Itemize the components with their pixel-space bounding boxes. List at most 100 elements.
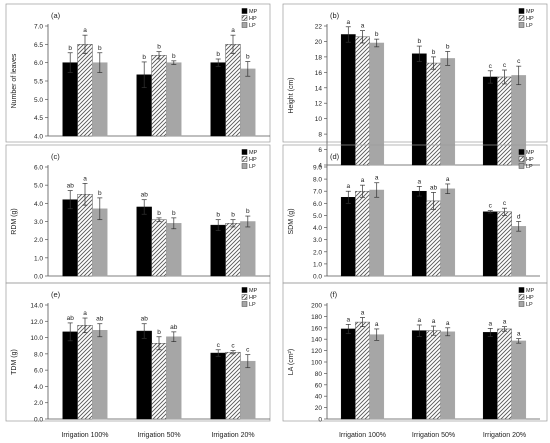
y-tick-label: 10.0 — [30, 335, 43, 342]
legend-swatch-mp — [241, 287, 248, 293]
panel-a: 4.0 4.5 5.0 5.5 6.0 6.5 7.0 Number of leaves (a)… — [5, 3, 271, 143]
y-tick-label: 14 — [315, 85, 323, 92]
significance-letter: b — [157, 210, 161, 217]
y-tick-label: 16 — [315, 70, 323, 77]
bar-lp — [511, 226, 527, 277]
significance-letter: b — [98, 190, 102, 197]
significance-letter: b — [157, 329, 161, 336]
significance-letter: c — [217, 342, 221, 349]
significance-letter: ab — [141, 316, 149, 323]
category-label: Irrigation 20% — [483, 432, 526, 439]
bar-hp — [497, 211, 512, 277]
significance-letter: c — [503, 200, 507, 207]
legend-swatch-lp — [518, 22, 525, 28]
significance-letter: a — [346, 19, 350, 26]
legend-label: MP — [526, 150, 535, 156]
bar-lp — [240, 221, 256, 277]
category-label: Irrigation 50% — [412, 432, 455, 439]
panel-d: 0.0 1.0 2.0 3.0 4.0 5.0 6.0 7.0 8.0 9.0 SDM (g) (d)… — [282, 144, 548, 284]
legend-label: MP — [249, 9, 258, 15]
bar-mp — [62, 199, 78, 277]
legend-swatch-mp — [241, 149, 248, 155]
significance-letter: b — [216, 212, 220, 219]
legend-label: MP — [526, 288, 535, 294]
bar-mp — [482, 332, 498, 420]
y-tick-label: 5.0 — [34, 183, 43, 190]
panel-label: (e) — [51, 290, 61, 299]
legend-label: MP — [249, 150, 258, 156]
y-tick-label: 200 — [311, 303, 322, 310]
bar-hp — [426, 62, 441, 166]
bar-mp — [62, 62, 78, 137]
y-tick-label: 1.0 — [34, 255, 43, 262]
legend-swatch-hp — [518, 15, 525, 21]
bar-mp — [210, 224, 226, 277]
panel-frame — [5, 282, 271, 422]
y-tick-label: 4 — [318, 163, 322, 170]
bar-hp — [426, 200, 441, 277]
y-tick-label: 60 — [315, 382, 323, 389]
significance-letter: a — [503, 319, 507, 326]
legend-swatch-lp — [241, 301, 248, 307]
bar-hp — [225, 223, 241, 277]
y-tick-label: 10 — [315, 116, 323, 123]
bar-hp — [151, 55, 167, 137]
bar-lp — [240, 68, 256, 137]
legend-label: LP — [249, 164, 256, 170]
significance-letter: c — [246, 347, 250, 354]
y-tick-label: 18 — [315, 54, 323, 61]
legend-swatch-lp — [518, 163, 525, 169]
bar-hp — [225, 44, 241, 137]
legend-label: LP — [526, 164, 533, 170]
legend-swatch-mp — [241, 8, 248, 14]
y-tick-label: 5.0 — [34, 97, 43, 104]
significance-letter: b — [246, 54, 250, 61]
significance-letter: b — [446, 43, 450, 50]
legend-label: HP — [249, 295, 257, 301]
panel-b: 4 6 8 10 12 14 16 18 20 22 Height (cm) (b) a a b b b b c c c… — [282, 3, 548, 170]
significance-letter: b — [417, 38, 421, 45]
significance-letter: c — [503, 62, 507, 69]
significance-letter: a — [375, 321, 379, 328]
y-axis-title: TDM (g) — [11, 349, 18, 375]
significance-letter: b — [246, 208, 250, 215]
y-tick-label: 0.0 — [34, 274, 43, 281]
legend-swatch-hp — [241, 294, 248, 300]
significance-letter: c — [231, 343, 235, 350]
significance-letter: a — [417, 317, 421, 324]
bar-mp — [340, 197, 356, 277]
y-axis-title: Height (cm) — [288, 77, 295, 113]
legend-label: LP — [526, 23, 533, 29]
legend-swatch-hp — [241, 15, 248, 21]
y-tick-label: 22 — [315, 24, 323, 31]
y-tick-label: 3.0 — [313, 237, 322, 244]
bar-mp — [210, 62, 226, 137]
significance-letter: c — [489, 63, 493, 70]
y-tick-label: 3.0 — [34, 219, 43, 226]
bar-lp — [369, 189, 385, 277]
y-tick-label: 140 — [311, 337, 322, 344]
bar-lp — [369, 42, 385, 166]
significance-letter: a — [346, 183, 350, 190]
bar-lp — [369, 334, 385, 420]
significance-letter: a — [83, 27, 87, 34]
bar-hp — [77, 194, 93, 277]
bar-hp — [77, 44, 93, 137]
y-tick-label: 8 — [318, 132, 322, 139]
bar-mp — [482, 211, 498, 277]
bar-mp — [62, 331, 78, 420]
y-tick-label: 0.0 — [34, 417, 43, 424]
legend-swatch-mp — [518, 149, 525, 155]
bar-mp — [340, 328, 356, 420]
y-tick-label: 0.0 — [313, 274, 322, 281]
category-label: Irrigation 20% — [211, 432, 254, 439]
legend-swatch-lp — [241, 22, 248, 28]
significance-letter: b — [68, 45, 72, 52]
y-tick-label: 120 — [311, 348, 322, 355]
significance-letter: a — [361, 177, 365, 184]
significance-letter: a — [417, 178, 421, 185]
bar-mp — [136, 206, 152, 277]
